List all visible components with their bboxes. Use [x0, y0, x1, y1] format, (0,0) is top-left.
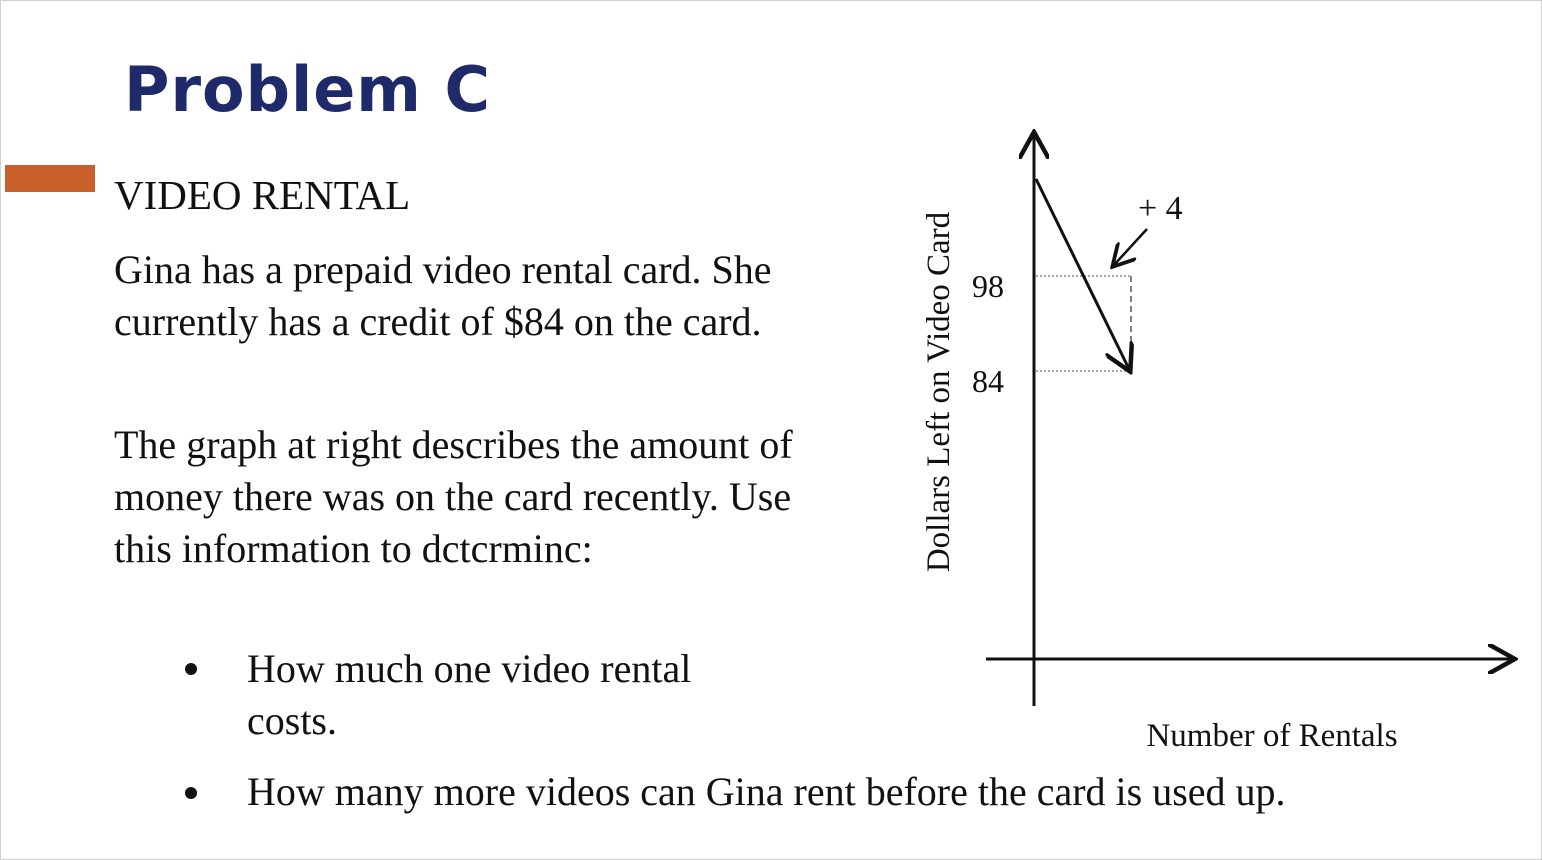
- y-tick-98: 98: [972, 268, 1004, 304]
- annotation-arrow: [1114, 228, 1148, 265]
- accent-bar: [5, 165, 95, 192]
- x-axis-label: Number of Rentals: [1146, 718, 1397, 754]
- paragraph-intro: Gina has a prepaid video rental card. Sh…: [114, 247, 772, 344]
- y-tick-84: 84: [972, 363, 1004, 399]
- bullet-item: How much one video rental costs.: [247, 646, 692, 743]
- annotation-label: + 4: [1138, 190, 1183, 227]
- paragraph-graph: The graph at right describes the amount …: [114, 422, 793, 571]
- slide-title: Problem C: [124, 53, 491, 126]
- bullet-dot: [185, 663, 197, 675]
- bullet-dot: [185, 787, 197, 799]
- bullet-item: How many more videos can Gina rent befor…: [247, 769, 1286, 814]
- balance-line: [1034, 178, 1129, 369]
- problem-heading: VIDEO RENTAL: [114, 172, 411, 218]
- y-axis-label: Dollars Left on Video Card: [921, 211, 957, 572]
